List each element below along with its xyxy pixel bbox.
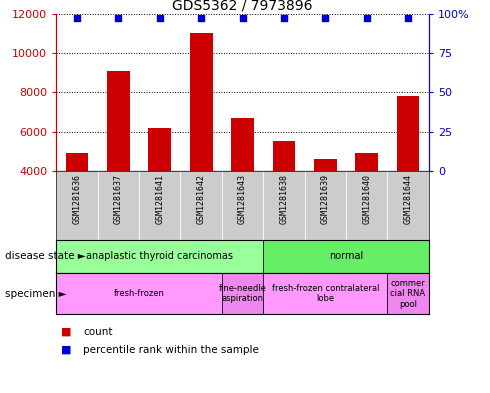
Text: GSM1281641: GSM1281641	[155, 174, 164, 224]
Text: specimen ►: specimen ►	[5, 289, 67, 299]
Title: GDS5362 / 7973896: GDS5362 / 7973896	[172, 0, 313, 13]
Bar	[56, 273, 222, 314]
Bar	[388, 273, 429, 314]
Text: GSM1281636: GSM1281636	[73, 174, 81, 224]
Bar	[56, 240, 263, 273]
Text: GSM1281643: GSM1281643	[238, 174, 247, 224]
Bar	[355, 153, 378, 250]
Text: fresh-frozen contralateral
lobe: fresh-frozen contralateral lobe	[271, 284, 379, 303]
Text: fresh-frozen: fresh-frozen	[114, 289, 165, 298]
Bar	[314, 159, 337, 250]
Bar	[66, 153, 88, 250]
Bar	[263, 240, 429, 273]
Point	[73, 15, 81, 22]
Point	[363, 15, 370, 22]
Bar	[107, 71, 130, 250]
Text: GSM1281640: GSM1281640	[362, 174, 371, 224]
Point	[404, 15, 412, 22]
Point	[321, 15, 329, 22]
Text: GSM1281639: GSM1281639	[321, 174, 330, 224]
Text: normal: normal	[329, 252, 363, 261]
Text: GSM1281642: GSM1281642	[196, 174, 206, 224]
Text: fine-needle
aspiration: fine-needle aspiration	[219, 284, 267, 303]
Point	[115, 15, 122, 22]
Bar	[272, 141, 295, 250]
Text: count: count	[83, 327, 113, 337]
Point	[280, 15, 288, 22]
Text: disease state ►: disease state ►	[5, 252, 86, 261]
Text: ■: ■	[61, 345, 72, 355]
Bar	[148, 128, 171, 250]
Bar	[222, 273, 263, 314]
Text: anaplastic thyroid carcinomas: anaplastic thyroid carcinomas	[86, 252, 233, 261]
Text: percentile rank within the sample: percentile rank within the sample	[83, 345, 259, 355]
Text: GSM1281644: GSM1281644	[404, 174, 413, 224]
Text: GSM1281637: GSM1281637	[114, 174, 123, 224]
Point	[197, 15, 205, 22]
Bar	[190, 33, 213, 250]
Bar	[231, 118, 254, 250]
Bar	[263, 273, 388, 314]
Bar	[397, 96, 419, 250]
Point	[156, 15, 164, 22]
Text: ■: ■	[61, 327, 72, 337]
Text: GSM1281638: GSM1281638	[279, 174, 289, 224]
Point	[239, 15, 246, 22]
Text: commer
cial RNA
pool: commer cial RNA pool	[391, 279, 426, 309]
